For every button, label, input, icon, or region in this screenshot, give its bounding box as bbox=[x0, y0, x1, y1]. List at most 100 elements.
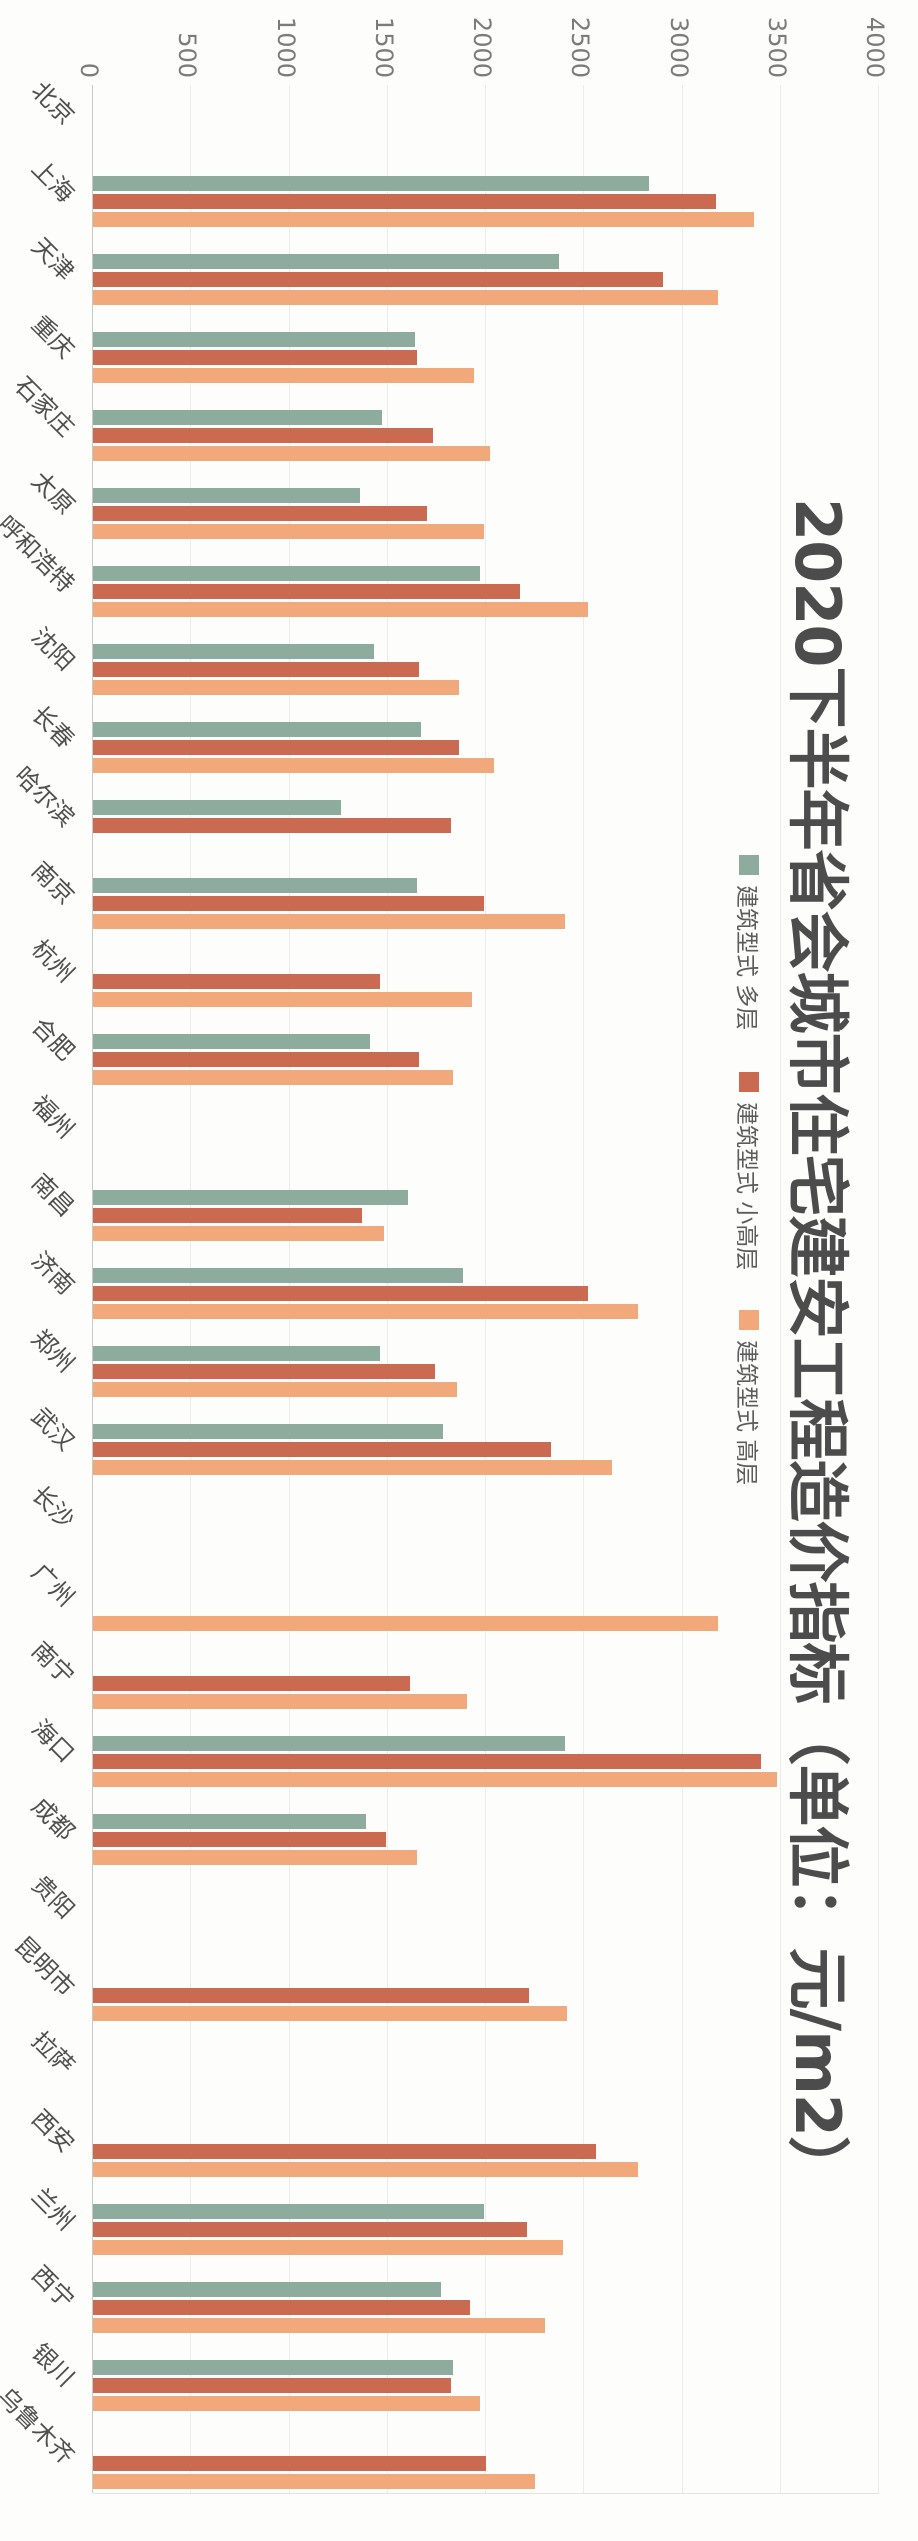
bar bbox=[93, 740, 459, 755]
category-label: 上海 bbox=[26, 154, 80, 209]
bar bbox=[93, 1460, 613, 1475]
category-label-anchor: 拉萨 bbox=[26, 2008, 84, 2080]
category-label-anchor: 福州 bbox=[26, 1072, 84, 1144]
bar bbox=[93, 332, 416, 347]
bar bbox=[93, 662, 420, 677]
bar bbox=[93, 2456, 487, 2471]
bar bbox=[93, 428, 434, 443]
bar bbox=[93, 2240, 563, 2255]
legend-swatch bbox=[739, 1072, 759, 1092]
bar bbox=[93, 254, 559, 269]
axis-tick-label: 1000 bbox=[271, 16, 300, 78]
category-label: 拉萨 bbox=[26, 2026, 80, 2081]
bar bbox=[93, 974, 381, 989]
category-label-anchor: 西安 bbox=[26, 2086, 84, 2158]
category-label-anchor: 长春 bbox=[26, 682, 84, 754]
axis-tick-label: 2000 bbox=[468, 16, 497, 78]
bar bbox=[93, 1364, 436, 1379]
category-label: 贵阳 bbox=[26, 1870, 80, 1925]
bar bbox=[93, 566, 481, 581]
bar bbox=[93, 290, 719, 305]
category-label-anchor: 哈尔滨 bbox=[9, 736, 84, 832]
category-label-anchor: 兰州 bbox=[26, 2164, 84, 2236]
bar bbox=[93, 644, 375, 659]
category-label: 成都 bbox=[26, 1792, 80, 1847]
bar bbox=[93, 680, 459, 695]
bar bbox=[93, 722, 422, 737]
category-label-anchor: 天津 bbox=[26, 214, 84, 286]
bar bbox=[93, 1190, 408, 1205]
axis-tick-label: 2500 bbox=[566, 16, 595, 78]
bar bbox=[93, 2474, 536, 2489]
category-label-anchor: 郑州 bbox=[26, 1306, 84, 1378]
bar bbox=[93, 2162, 638, 2177]
category-label: 郑州 bbox=[26, 1324, 80, 1379]
category-label: 南昌 bbox=[26, 1168, 80, 1223]
legend-item: 建筑型式 小高层 bbox=[732, 1072, 766, 1270]
bar bbox=[93, 368, 475, 383]
bar bbox=[93, 2318, 546, 2333]
category-label-anchor: 西宁 bbox=[26, 2242, 84, 2314]
legend-item: 建筑型式 多层 bbox=[732, 855, 766, 1030]
legend-swatch bbox=[739, 855, 759, 875]
bar bbox=[93, 2360, 453, 2375]
category-label: 西安 bbox=[26, 2104, 80, 2159]
category-label-anchor: 重庆 bbox=[26, 292, 84, 364]
category-label-anchor: 北京 bbox=[26, 58, 84, 130]
category-label-anchor: 昆明市 bbox=[9, 1906, 84, 2002]
category-label-anchor: 南京 bbox=[26, 838, 84, 910]
bar bbox=[93, 1424, 443, 1439]
category-label-anchor: 广州 bbox=[26, 1540, 84, 1612]
category-label-anchor: 海口 bbox=[26, 1696, 84, 1768]
axis-tick-label: 3500 bbox=[763, 16, 792, 78]
category-label: 济南 bbox=[26, 1246, 80, 1301]
legend-item: 建筑型式 高层 bbox=[732, 1310, 766, 1485]
category-label-anchor: 上海 bbox=[26, 136, 84, 208]
category-label: 福州 bbox=[26, 1090, 80, 1145]
bar bbox=[93, 410, 383, 425]
category-label-anchor: 武汉 bbox=[26, 1384, 84, 1456]
category-label-anchor: 成都 bbox=[26, 1774, 84, 1846]
category-label: 兰州 bbox=[26, 2182, 80, 2237]
bar bbox=[93, 818, 451, 833]
bar bbox=[93, 1616, 719, 1631]
bar bbox=[93, 896, 485, 911]
category-label: 杭州 bbox=[26, 934, 80, 989]
bar bbox=[93, 1754, 762, 1769]
category-label-anchor: 乌鲁木齐 bbox=[0, 2350, 84, 2470]
category-label: 天津 bbox=[26, 232, 80, 287]
bar bbox=[93, 1286, 589, 1301]
axis-tick-label: 3000 bbox=[664, 16, 693, 78]
category-label: 昆明市 bbox=[9, 1931, 80, 2003]
gridline bbox=[780, 85, 782, 2493]
bar bbox=[93, 2222, 528, 2237]
bar bbox=[93, 800, 341, 815]
bar bbox=[93, 2144, 597, 2159]
bar bbox=[93, 212, 754, 227]
bar bbox=[93, 1772, 778, 1787]
category-label-anchor: 合肥 bbox=[26, 994, 84, 1066]
bar bbox=[93, 602, 589, 617]
bar bbox=[93, 1676, 410, 1691]
bar bbox=[93, 878, 418, 893]
category-label-anchor: 济南 bbox=[26, 1228, 84, 1300]
category-label-anchor: 南宁 bbox=[26, 1618, 84, 1690]
category-label-anchor: 石家庄 bbox=[9, 346, 84, 442]
category-label: 重庆 bbox=[26, 310, 80, 365]
category-label: 太原 bbox=[26, 466, 80, 521]
legend-label: 建筑型式 多层 bbox=[733, 885, 759, 1031]
axis-tick-label: 4000 bbox=[861, 16, 890, 78]
bar bbox=[93, 1070, 453, 1085]
category-label: 合肥 bbox=[26, 1012, 80, 1067]
legend-label: 建筑型式 小高层 bbox=[733, 1102, 759, 1271]
category-label: 哈尔滨 bbox=[9, 761, 80, 833]
bar bbox=[93, 1208, 363, 1223]
gridline bbox=[681, 85, 683, 2493]
category-label-anchor: 贵阳 bbox=[26, 1852, 84, 1924]
axis-tick-label: 500 bbox=[173, 32, 202, 78]
legend-swatch bbox=[739, 1310, 759, 1330]
bar bbox=[93, 914, 565, 929]
category-label: 石家庄 bbox=[9, 371, 80, 443]
